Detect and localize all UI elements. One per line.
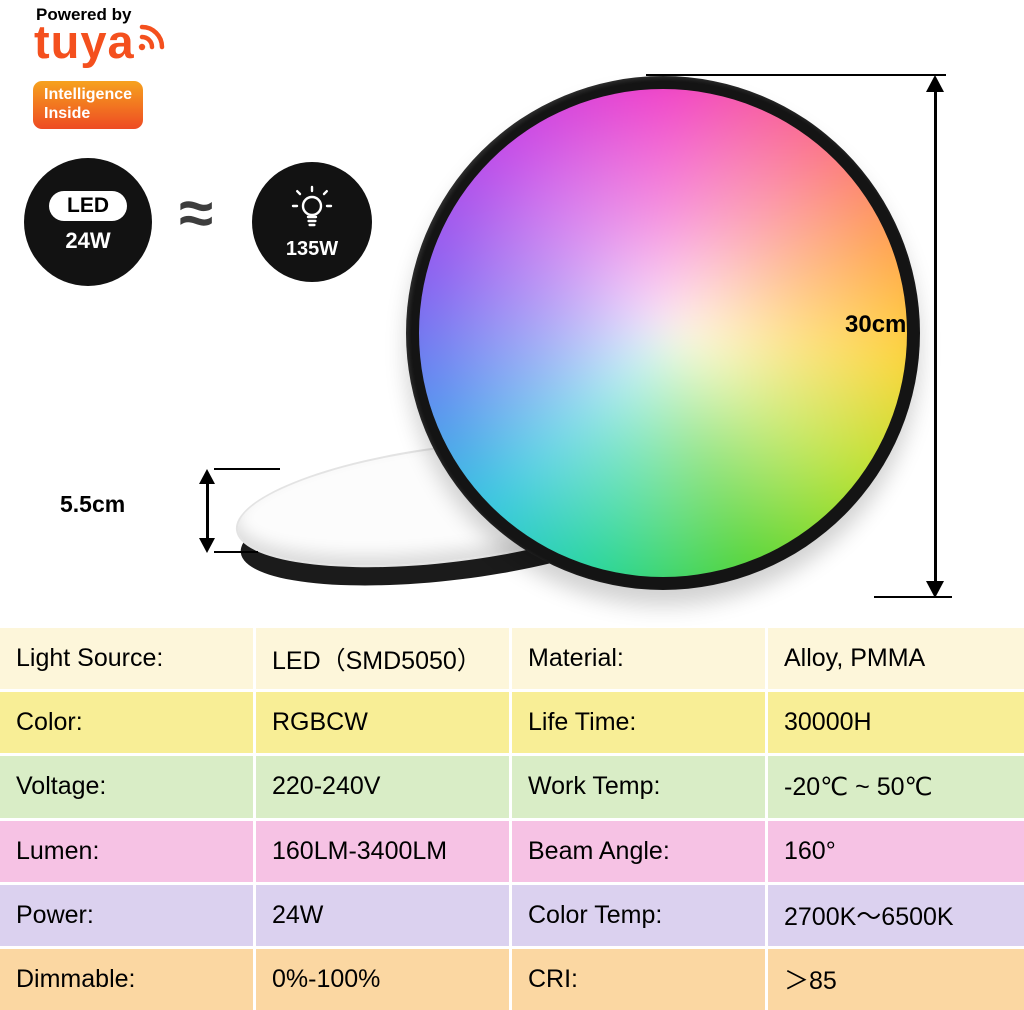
badge-line-2: Inside — [44, 104, 91, 122]
spec-value: LED（SMD5050） — [256, 628, 509, 690]
spec-label: Light Source: — [0, 628, 253, 690]
spec-value: 0%-100% — [256, 948, 509, 1010]
spec-label: Power: — [0, 884, 253, 946]
spec-table: Light Source: LED（SMD5050） Material: All… — [0, 628, 1024, 1010]
wifi-signal-icon — [138, 24, 164, 51]
spec-value: 160° — [768, 820, 1024, 882]
dimension-arrow-30cm — [934, 90, 937, 582]
thickness-label: 5.5cm — [60, 491, 126, 517]
dimension-extension-line — [214, 551, 258, 553]
dimension-extension-line — [646, 74, 946, 76]
spec-value: ＞85 — [768, 948, 1024, 1010]
spec-label: Life Time: — [512, 692, 765, 754]
spec-value: 2700K～6500K — [768, 884, 1024, 946]
lamp-rgb-face — [419, 89, 907, 577]
tuya-logo: tuya — [34, 18, 170, 65]
spec-value: 24W — [256, 884, 509, 946]
arrow-down-icon — [926, 581, 944, 598]
bulb-watt-text: 135W — [285, 237, 339, 260]
dimension-arrow-5-5cm — [206, 483, 209, 539]
spec-label: Work Temp: — [512, 756, 765, 818]
arrow-up-icon — [926, 75, 944, 92]
arrow-down-icon — [199, 538, 215, 553]
spec-label: Material: — [512, 628, 765, 690]
spec-label: Dimmable: — [0, 948, 253, 1010]
dimension-extension-line — [874, 596, 952, 598]
dimension-extension-line — [214, 468, 280, 470]
spec-label: Voltage: — [0, 756, 253, 818]
light-bulb-icon — [291, 185, 333, 226]
spec-label: Color Temp: — [512, 884, 765, 946]
spec-value: RGBCW — [256, 692, 509, 754]
spec-value: -20℃ ~ 50℃ — [768, 756, 1024, 818]
tuya-wordmark: tuya — [34, 15, 135, 68]
spec-label: Beam Angle: — [512, 820, 765, 882]
lamp-front-view — [406, 76, 920, 590]
intelligence-inside-badge: Intelligence Inside — [33, 81, 144, 129]
spec-value: 30000H — [768, 692, 1024, 754]
incandescent-wattage-badge: 135W — [252, 162, 372, 282]
spec-label: Lumen: — [0, 820, 253, 882]
led-wattage-badge: LED 24W — [24, 158, 152, 286]
arrow-up-icon — [199, 469, 215, 484]
badge-line-1: Intelligence — [44, 86, 133, 103]
spec-value: Alloy, PMMA — [768, 628, 1024, 690]
spec-label: CRI: — [512, 948, 765, 1010]
spec-value: 160LM-3400LM — [256, 820, 509, 882]
spec-value: 220-240V — [256, 756, 509, 818]
spec-label: Color: — [0, 692, 253, 754]
led-pill-label: LED — [49, 190, 127, 221]
led-watt-text: 24W — [65, 227, 111, 253]
powered-by-text: Powered by — [36, 5, 132, 24]
diameter-label: 30cm — [845, 311, 907, 338]
approx-symbol: ≈ — [179, 179, 214, 248]
